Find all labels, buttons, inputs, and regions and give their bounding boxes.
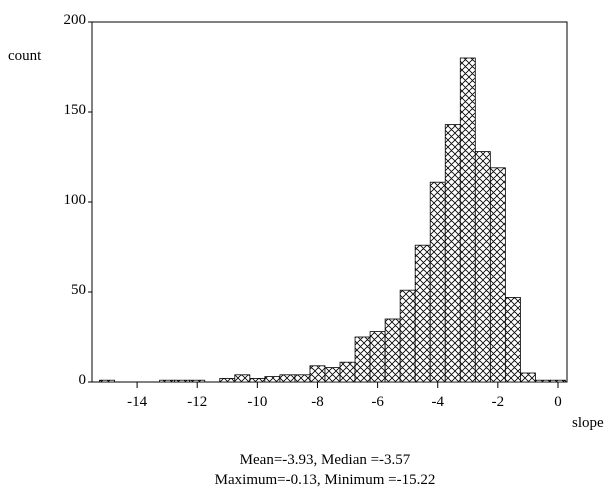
histogram-bar (219, 377, 236, 383)
y-tick-label: 200 (64, 12, 87, 28)
histogram-bar (384, 318, 401, 383)
x-tick-label: 0 (554, 394, 562, 410)
histogram-bar (444, 124, 461, 383)
histogram-bar (99, 379, 115, 383)
histogram-bar (339, 361, 356, 383)
histogram-bar (489, 167, 506, 383)
histogram-bar (249, 377, 266, 383)
histogram-bar (324, 367, 341, 383)
histogram-bar (550, 379, 566, 383)
histogram-bar (294, 374, 311, 383)
x-tick-label: -4 (431, 394, 444, 410)
y-tick-label: 0 (79, 372, 87, 388)
histogram-bar (474, 151, 491, 383)
x-tick-label: -14 (127, 394, 147, 410)
x-tick-label: -12 (187, 394, 207, 410)
histogram-bar (264, 376, 281, 383)
histogram-bar (520, 372, 536, 383)
histogram-bar (429, 181, 446, 383)
x-axis-label: slope (572, 415, 604, 431)
x-tick-label: -10 (247, 394, 267, 410)
y-axis: 0 50 100 150 200 (64, 12, 92, 388)
histogram-bar (189, 379, 206, 383)
statistics-line-max-min: Maximum=-0.13, Minimum =-15.22 (214, 472, 436, 488)
histogram-bar (459, 57, 476, 383)
y-axis-label: count (8, 48, 42, 64)
histogram-bar (174, 379, 191, 383)
y-tick-label: 50 (71, 282, 86, 298)
x-tick-label: -6 (371, 394, 384, 410)
y-tick-label: 150 (64, 102, 87, 118)
bars-group (99, 57, 566, 383)
histogram-chart: 0 50 100 150 200 -14 -12 -10 -8 -6 -4 -2 0 count sl… (8, 12, 604, 431)
histogram-bar (504, 296, 521, 383)
histogram-bar (309, 365, 326, 383)
x-tick-label: -8 (311, 394, 324, 410)
x-tick-label: -2 (492, 394, 505, 410)
histogram-bar (354, 336, 371, 383)
histogram-bar (234, 374, 251, 383)
histogram-bar (535, 379, 551, 383)
histogram-bar (369, 331, 386, 383)
histogram-bar (159, 379, 176, 383)
y-tick-label: 100 (64, 192, 87, 208)
x-axis: -14 -12 -10 -8 -6 -4 -2 0 (127, 382, 562, 410)
statistics-line-mean-median: Mean=-3.93, Median =-3.57 (239, 452, 411, 468)
histogram-bar (414, 244, 431, 383)
histogram-bar (279, 374, 296, 383)
histogram-bar (399, 289, 416, 383)
